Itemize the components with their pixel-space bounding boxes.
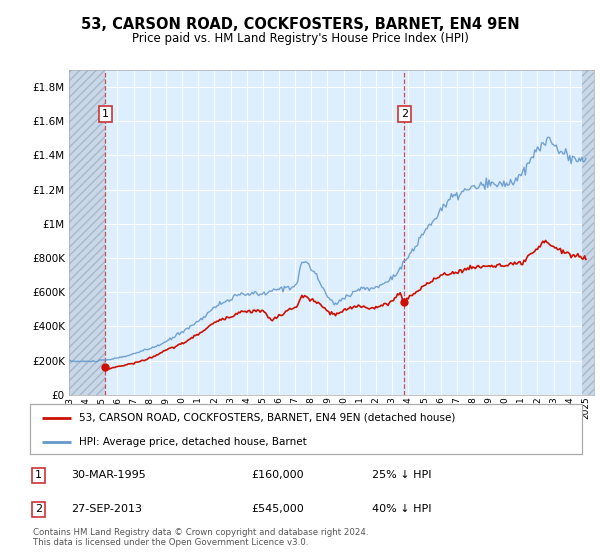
Text: 53, CARSON ROAD, COCKFOSTERS, BARNET, EN4 9EN: 53, CARSON ROAD, COCKFOSTERS, BARNET, EN… — [80, 17, 520, 32]
Text: £160,000: £160,000 — [251, 470, 304, 480]
Text: 27-SEP-2013: 27-SEP-2013 — [71, 505, 142, 515]
Text: 1: 1 — [35, 470, 42, 480]
Text: 30-MAR-1995: 30-MAR-1995 — [71, 470, 146, 480]
Text: HPI: Average price, detached house, Barnet: HPI: Average price, detached house, Barn… — [79, 437, 307, 447]
Text: 40% ↓ HPI: 40% ↓ HPI — [372, 505, 432, 515]
Text: 25% ↓ HPI: 25% ↓ HPI — [372, 470, 432, 480]
Text: 1: 1 — [102, 109, 109, 119]
Text: 53, CARSON ROAD, COCKFOSTERS, BARNET, EN4 9EN (detached house): 53, CARSON ROAD, COCKFOSTERS, BARNET, EN… — [79, 413, 455, 423]
Text: 2: 2 — [35, 505, 42, 515]
Text: £545,000: £545,000 — [251, 505, 304, 515]
Text: 2: 2 — [401, 109, 408, 119]
Text: Contains HM Land Registry data © Crown copyright and database right 2024.
This d: Contains HM Land Registry data © Crown c… — [33, 528, 368, 547]
Text: Price paid vs. HM Land Registry's House Price Index (HPI): Price paid vs. HM Land Registry's House … — [131, 32, 469, 45]
